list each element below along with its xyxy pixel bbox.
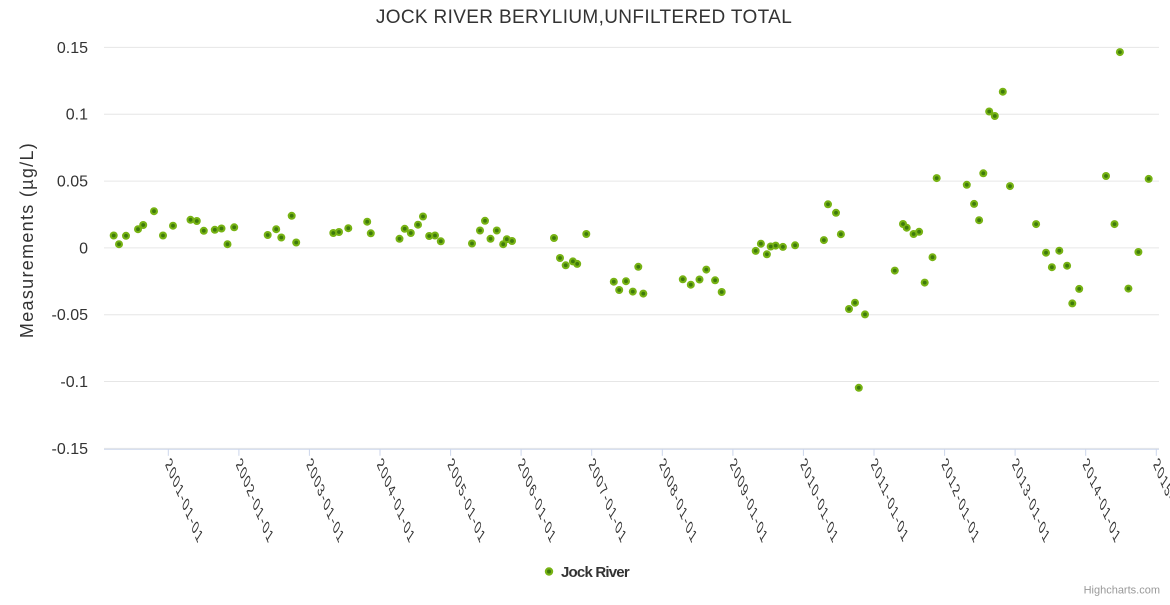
svg-text:-0.15: -0.15 — [52, 441, 89, 458]
svg-text:0.05: 0.05 — [57, 174, 88, 191]
svg-text:Jock River: Jock River — [561, 564, 630, 581]
svg-text:0: 0 — [79, 240, 88, 257]
svg-text:-0.1: -0.1 — [60, 374, 88, 391]
svg-text:Highcharts.com: Highcharts.com — [1084, 585, 1160, 597]
svg-text:0.15: 0.15 — [57, 40, 88, 57]
svg-text:JOCK RIVER BERYLIUM,UNFILTERED: JOCK RIVER BERYLIUM,UNFILTERED TOTAL — [376, 7, 792, 28]
svg-text:-0.05: -0.05 — [52, 307, 89, 324]
svg-text:Measurements (µg/L): Measurements (µg/L) — [17, 142, 37, 338]
svg-text:0.1: 0.1 — [66, 107, 88, 124]
